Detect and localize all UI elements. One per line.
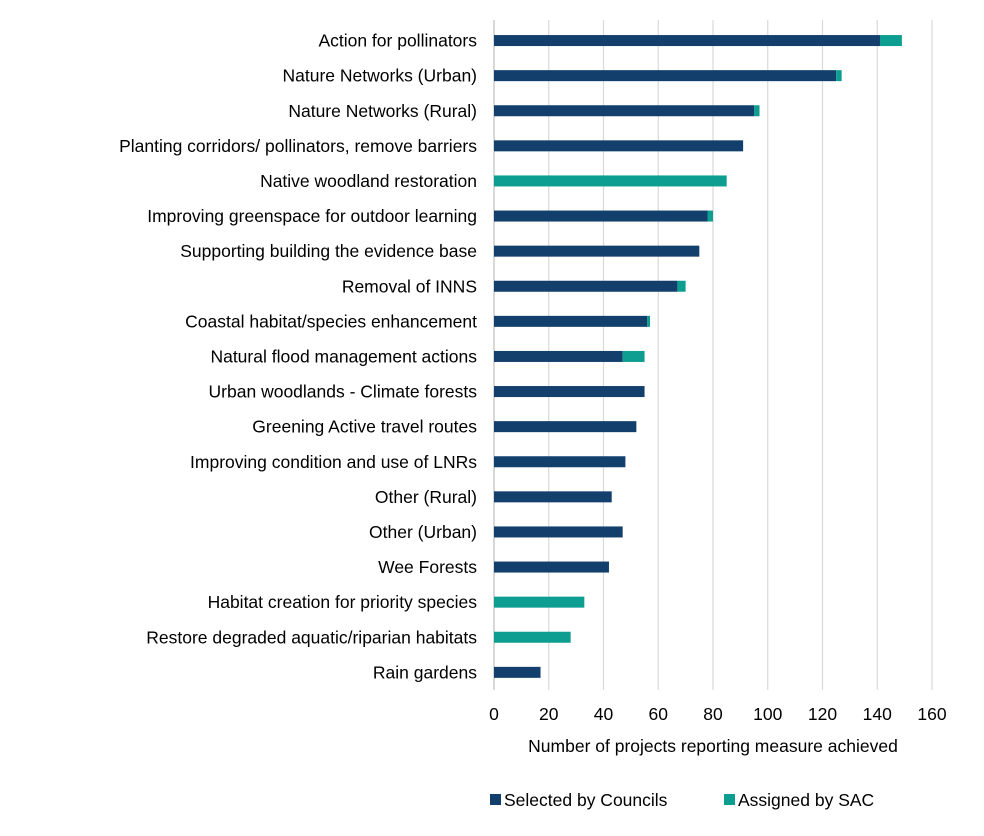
bar-assigned-by-sac [836,70,842,82]
x-tick-label: 100 [753,704,782,724]
bar-selected-by-councils [494,666,541,678]
category-label: Native woodland restoration [260,171,477,191]
bar-selected-by-councils [494,140,744,152]
bar-assigned-by-sac [707,210,713,222]
category-label: Natural flood management actions [210,346,477,366]
x-tick-label: 20 [539,704,559,724]
bar-assigned-by-sac [494,631,571,643]
category-label: Greening Active travel routes [252,417,477,437]
category-label: Nature Networks (Urban) [283,66,478,86]
category-label: Coastal habitat/species enhancement [185,311,477,331]
x-tick-labels: 0 20 40 60 80 100 120 140 160 [489,704,947,724]
bar-assigned-by-sac [647,315,651,327]
category-label: Other (Rural) [375,487,477,507]
category-label: Urban woodlands - Climate forests [209,382,478,402]
category-label: Restore degraded aquatic/riparian habita… [146,627,477,647]
category-label: Removal of INNS [342,276,477,296]
x-tick-label: 120 [808,704,837,724]
legend-label: Selected by Councils [504,790,668,810]
category-label: Supporting building the evidence base [180,241,477,261]
bar-selected-by-councils [494,421,637,433]
bar-selected-by-councils [494,386,645,398]
bar-selected-by-councils [494,35,880,47]
category-label: Rain gardens [373,662,477,682]
bar-selected-by-councils [494,70,837,82]
x-tick-label: 0 [489,704,499,724]
bar-assigned-by-sac [677,280,686,292]
x-tick-label: 40 [594,704,614,724]
category-label: Wee Forests [378,557,477,577]
bar-selected-by-councils [494,561,609,573]
bar-assigned-by-sac [494,596,585,608]
bar-assigned-by-sac [879,35,902,47]
legend-swatch [724,794,735,805]
legend-label: Assigned by SAC [738,790,874,810]
category-label: Habitat creation for priority species [208,592,478,612]
category-label: Action for pollinators [318,31,477,51]
bars [494,35,902,678]
gridlines [493,20,933,690]
x-tick-label: 60 [649,704,669,724]
bar-selected-by-councils [494,315,648,327]
legend-swatch [490,794,501,805]
bar-selected-by-councils [494,210,708,222]
category-label: Planting corridors/ pollinators, remove … [119,136,477,156]
bar-selected-by-councils [494,105,755,117]
bar-assigned-by-sac [494,175,727,187]
bar-selected-by-councils [494,280,678,292]
category-labels: Action for pollinators Nature Networks (U… [119,31,477,683]
bar-selected-by-councils [494,456,626,468]
x-axis-title: Number of projects reporting measure ach… [528,736,898,756]
x-tick-label: 160 [917,704,946,724]
bar-selected-by-councils [494,491,612,503]
legend: Selected by Councils Assigned by SAC [490,790,874,810]
bar-selected-by-councils [494,350,623,362]
category-label: Other (Urban) [369,522,477,542]
bar-assigned-by-sac [754,105,760,117]
category-label: Improving greenspace for outdoor learnin… [147,206,477,226]
bar-assigned-by-sac [622,350,645,362]
x-tick-label: 80 [703,704,723,724]
bar-selected-by-councils [494,245,700,257]
category-label: Improving condition and use of LNRs [190,452,477,472]
category-label: Nature Networks (Rural) [288,101,477,121]
bar-selected-by-councils [494,526,623,538]
x-tick-label: 140 [863,704,892,724]
